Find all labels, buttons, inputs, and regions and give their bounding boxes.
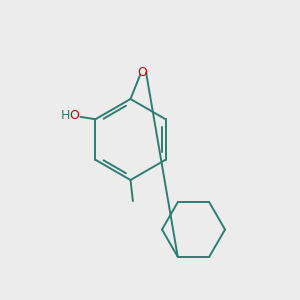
Text: O: O [138,65,147,79]
Text: H: H [61,110,70,122]
Text: O: O [69,110,79,122]
